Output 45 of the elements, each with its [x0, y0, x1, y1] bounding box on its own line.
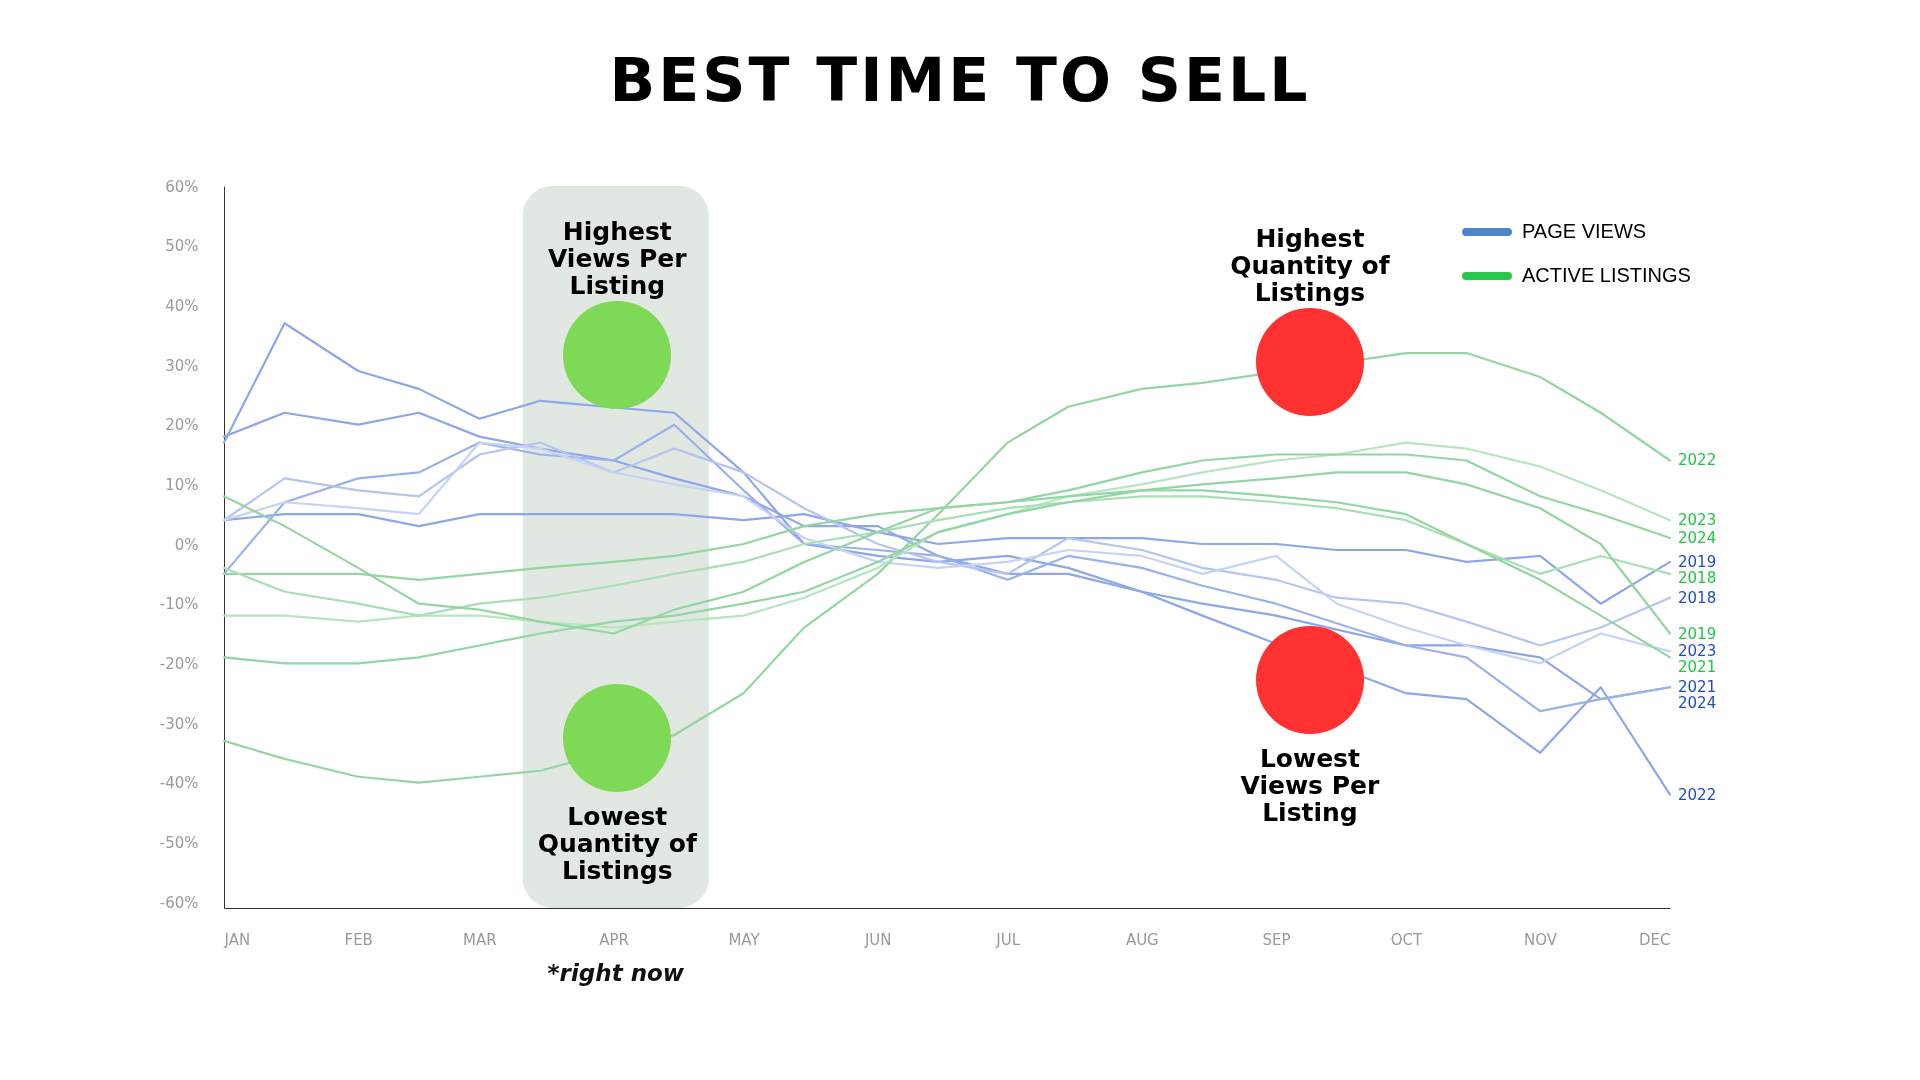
series-label: 2021: [1678, 678, 1717, 697]
y-tick-label: 50%: [165, 237, 199, 256]
annotation: Highest Quantity of Listings: [1229, 223, 1390, 307]
annotation: Lowest Quantity of Listings: [537, 801, 698, 885]
y-tick-label: 0%: [174, 535, 199, 554]
x-tick-label: OCT: [1390, 930, 1423, 949]
series-label: 2023: [1678, 642, 1717, 661]
chart-title: BEST TIME TO SELL: [608, 45, 1312, 115]
series-label: 2018: [1678, 588, 1717, 607]
band-label: *right now: [547, 960, 685, 986]
series-label: 2021: [1678, 658, 1717, 677]
x-tick-label: DEC: [1638, 930, 1671, 949]
annotation: ACTIVE LISTINGS: [1522, 264, 1691, 287]
series-label: 2018: [1678, 568, 1717, 587]
x-tick-label: APR: [599, 930, 630, 949]
annotation: Lowest Views Per Listing: [1239, 743, 1381, 827]
annotation: PAGE VIEWS: [1522, 220, 1647, 243]
y-tick-label: 20%: [165, 416, 199, 435]
y-tick-label: -30%: [159, 714, 199, 733]
y-tick-label: -60%: [159, 893, 199, 912]
x-tick-label: JUN: [863, 930, 892, 949]
y-tick-label: -50%: [159, 833, 199, 852]
y-tick-label: -10%: [159, 595, 199, 614]
series-label: 2024: [1678, 529, 1717, 548]
series-label: 2022: [1678, 785, 1717, 804]
y-tick-label: -20%: [159, 654, 199, 673]
x-tick-label: JUL: [995, 930, 1021, 949]
series-label: 2024: [1678, 694, 1717, 713]
x-tick-label: JAN: [223, 930, 251, 949]
x-tick-label: MAY: [728, 930, 761, 949]
series-label: 2022: [1678, 451, 1717, 470]
series-label: 2019: [1678, 624, 1717, 643]
y-tick-label: 60%: [165, 177, 199, 196]
y-tick-label: 40%: [165, 296, 199, 315]
y-tick-label: 10%: [165, 475, 199, 494]
series-label: 2019: [1678, 552, 1717, 571]
y-tick-label: 30%: [165, 356, 199, 375]
y-tick-label: -40%: [159, 774, 199, 793]
x-tick-label: NOV: [1524, 930, 1558, 949]
x-tick-label: AUG: [1125, 930, 1159, 949]
x-tick-label: FEB: [344, 930, 373, 949]
x-tick-label: MAR: [463, 930, 497, 949]
annotation: Highest Views Per Listing: [546, 216, 688, 300]
series-label: 2023: [1678, 511, 1717, 530]
x-tick-label: SEP: [1262, 930, 1291, 949]
